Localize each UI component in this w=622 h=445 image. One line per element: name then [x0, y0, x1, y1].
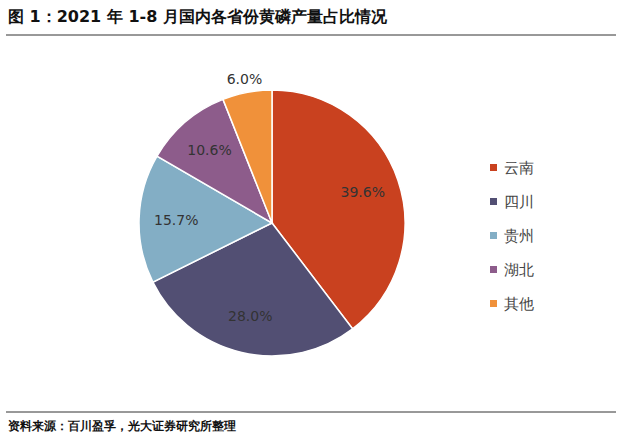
legend-label: 云南 — [504, 159, 534, 177]
legend-item: 四川 — [490, 193, 534, 211]
legend-label: 湖北 — [504, 261, 534, 279]
legend-item: 其他 — [490, 295, 534, 313]
legend-swatch — [490, 198, 497, 205]
data-label: 39.6% — [340, 184, 384, 200]
data-label: 10.6% — [187, 142, 231, 158]
legend-item: 云南 — [490, 159, 534, 177]
legend-label: 其他 — [504, 295, 534, 313]
legend-label: 贵州 — [504, 227, 534, 245]
data-label: 28.0% — [228, 308, 272, 324]
legend: 云南四川贵州湖北其他 — [490, 159, 534, 313]
data-label: 15.7% — [154, 212, 198, 228]
legend-swatch — [490, 300, 497, 307]
source-rule — [6, 412, 616, 413]
legend-swatch — [490, 164, 497, 171]
title-rule — [6, 35, 616, 36]
legend-swatch — [490, 232, 497, 239]
legend-item: 贵州 — [490, 227, 534, 245]
source: 资料来源：百川盈孚，光大证券研究所整理 — [8, 419, 236, 433]
legend-label: 四川 — [504, 193, 534, 211]
title: 图 1：2021 年 1-8 月国内各省份黄磷产量占比情况 — [8, 7, 388, 26]
pie: 39.6% 28.0% 15.7% 10.6% 6.0% — [139, 71, 405, 356]
chart: 图 1：2021 年 1-8 月国内各省份黄磷产量占比情况 39.6% 28.0% 1… — [0, 0, 622, 445]
legend-item: 湖北 — [490, 261, 534, 279]
legend-swatch — [490, 266, 497, 273]
data-label: 6.0% — [227, 71, 263, 87]
